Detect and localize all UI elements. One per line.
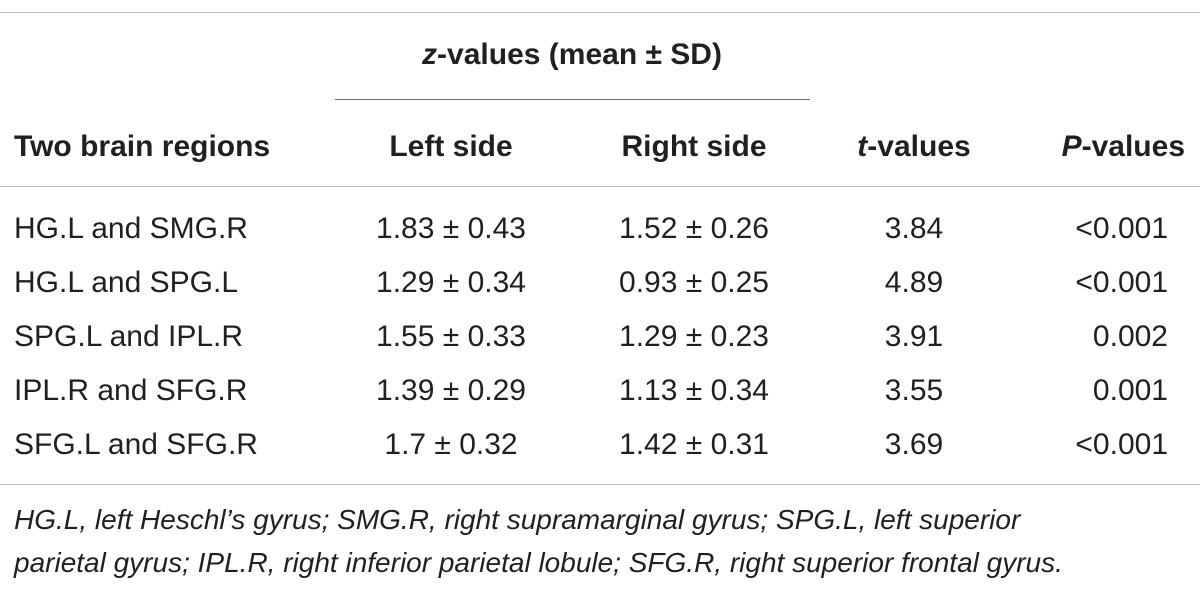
cell-region: HG.L and SMG.R	[14, 212, 248, 245]
cell-t-value: 3.91	[884, 320, 944, 353]
cell-t-value: 4.89	[884, 266, 944, 299]
cell-left-side: 1.55 ± 0.33	[376, 320, 526, 353]
cell-region: IPL.R and SFG.R	[14, 374, 248, 407]
cell-p-value: <0.001	[1075, 212, 1168, 245]
table-footnote: HG.L, left Heschl’s gyrus; SMG.R, right …	[14, 498, 1194, 584]
cell-left-side: 1.39 ± 0.29	[376, 374, 526, 407]
t-suffix: -values	[867, 130, 971, 163]
cell-right-side: 1.29 ± 0.23	[619, 320, 769, 353]
header-rule	[0, 186, 1200, 187]
cell-region: HG.L and SPG.L	[14, 266, 239, 299]
group-header-rule	[335, 99, 810, 100]
top-rule	[0, 12, 1200, 13]
footnote-line-1: HG.L, left Heschl’s gyrus; SMG.R, right …	[14, 504, 1021, 535]
cell-right-side: 0.93 ± 0.25	[619, 266, 769, 299]
cell-p-value: 0.002	[1092, 320, 1168, 353]
cell-region: SFG.L and SFG.R	[14, 428, 258, 461]
cell-right-side: 1.13 ± 0.34	[619, 374, 769, 407]
cell-right-side: 1.42 ± 0.31	[619, 428, 769, 461]
col-header-p-values: P-values	[1062, 132, 1185, 162]
col-header-right-side: Right side	[621, 130, 767, 163]
cell-t-value: 3.69	[884, 428, 944, 461]
p-suffix: -values	[1081, 130, 1185, 163]
cell-p-value: <0.001	[1075, 266, 1168, 299]
cell-t-value: 3.55	[884, 374, 944, 407]
footnote-line-2: parietal gyrus; IPL.R, right inferior pa…	[14, 547, 1063, 578]
cell-p-value: <0.001	[1075, 428, 1168, 461]
cell-t-value: 3.84	[884, 212, 944, 245]
cell-left-side: 1.7 ± 0.32	[384, 428, 518, 461]
col-header-t-values: t-values	[857, 132, 970, 162]
bottom-rule	[0, 484, 1200, 485]
group-header-z-values: z-values (mean ± SD)	[422, 40, 722, 70]
cell-right-side: 1.52 ± 0.26	[619, 212, 769, 245]
col-header-region: Two brain regions	[14, 130, 271, 163]
group-header-variable: z	[422, 38, 438, 71]
cell-left-side: 1.83 ± 0.43	[376, 212, 526, 245]
t-variable: t	[857, 130, 868, 163]
cell-p-value: 0.001	[1092, 374, 1168, 407]
group-header-suffix: -values (mean ± SD)	[437, 38, 722, 71]
cell-region: SPG.L and IPL.R	[14, 320, 244, 353]
cell-left-side: 1.29 ± 0.34	[376, 266, 526, 299]
col-header-left-side: Left side	[389, 130, 513, 163]
p-variable: P	[1061, 130, 1082, 163]
